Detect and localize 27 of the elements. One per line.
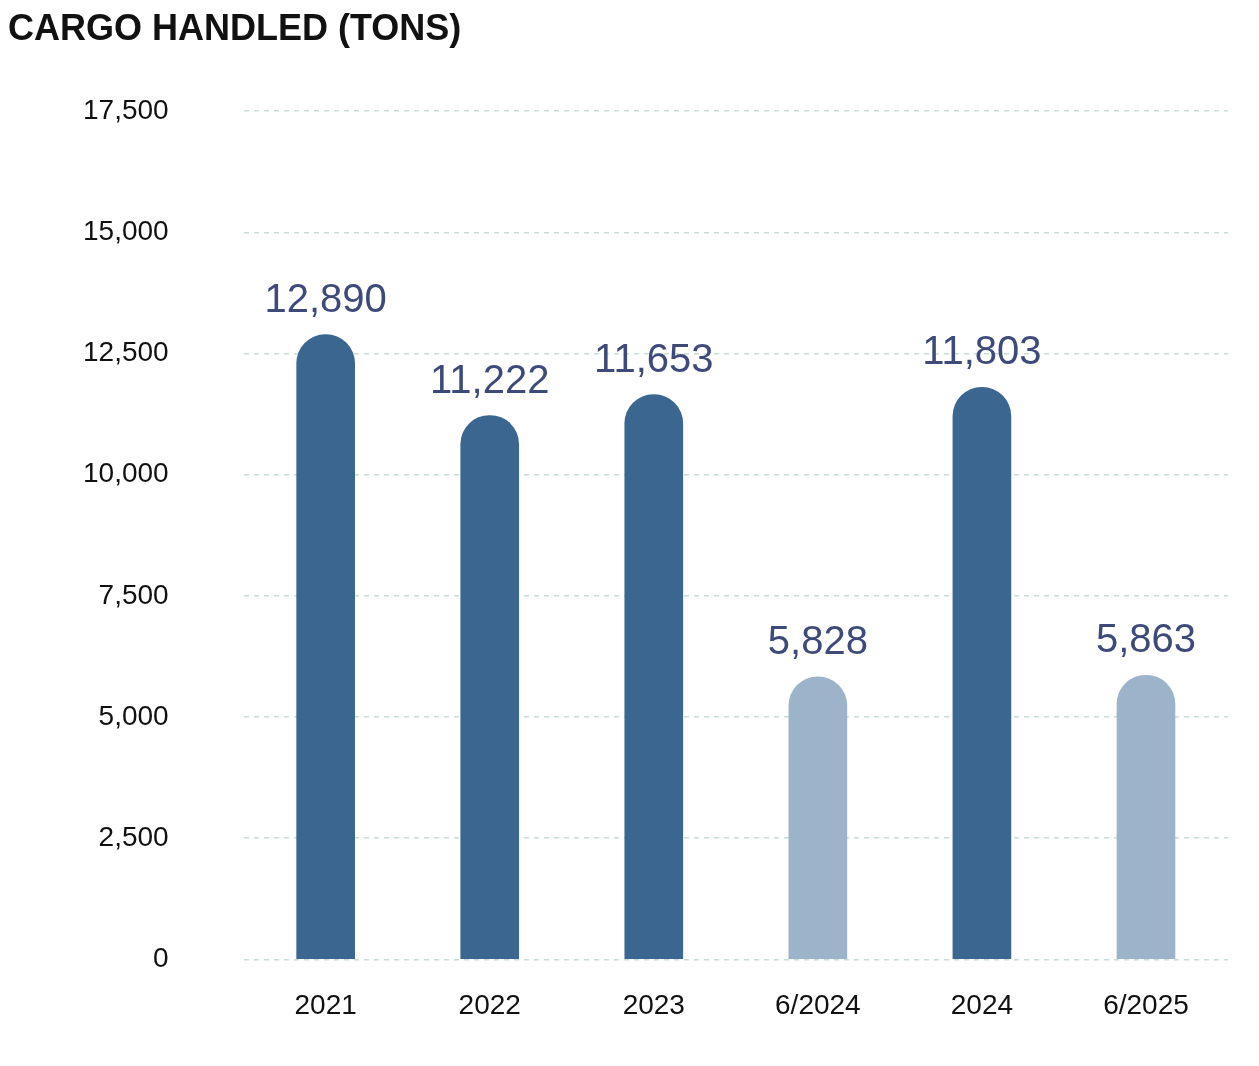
data-label: 11,803: [922, 328, 1042, 373]
bar: [624, 394, 684, 959]
y-tick-label: 17,500: [83, 93, 169, 125]
bar: [788, 676, 848, 959]
bar: [460, 415, 520, 959]
y-tick-label: 5,000: [98, 699, 169, 731]
x-tick-label: 2021: [294, 988, 357, 1020]
data-label: 5,863: [1095, 616, 1197, 661]
x-tick-label: 2023: [622, 988, 685, 1020]
x-tick-label: 2022: [458, 988, 521, 1020]
bar: [296, 334, 355, 959]
bar: [952, 387, 1012, 959]
data-label: 11,222: [430, 356, 550, 401]
y-tick-label: 2,500: [98, 820, 169, 852]
data-label: 12,890: [264, 275, 387, 320]
y-tick-label: 15,000: [83, 215, 169, 247]
x-tick-label: 6/2024: [775, 988, 861, 1020]
data-label: 5,828: [767, 617, 868, 662]
x-tick-label: 6/2025: [1103, 988, 1189, 1020]
y-tick-label: 7,500: [98, 578, 169, 610]
data-label: 11,653: [594, 335, 714, 380]
y-tick-label: 0: [153, 942, 169, 974]
y-tick-label: 12,500: [83, 336, 169, 368]
x-tick-label: 2024: [950, 988, 1014, 1020]
y-tick-label: 10,000: [83, 457, 169, 489]
chart-title: CARGO HANDLED (TONS): [8, 6, 462, 48]
bar: [1116, 674, 1176, 959]
